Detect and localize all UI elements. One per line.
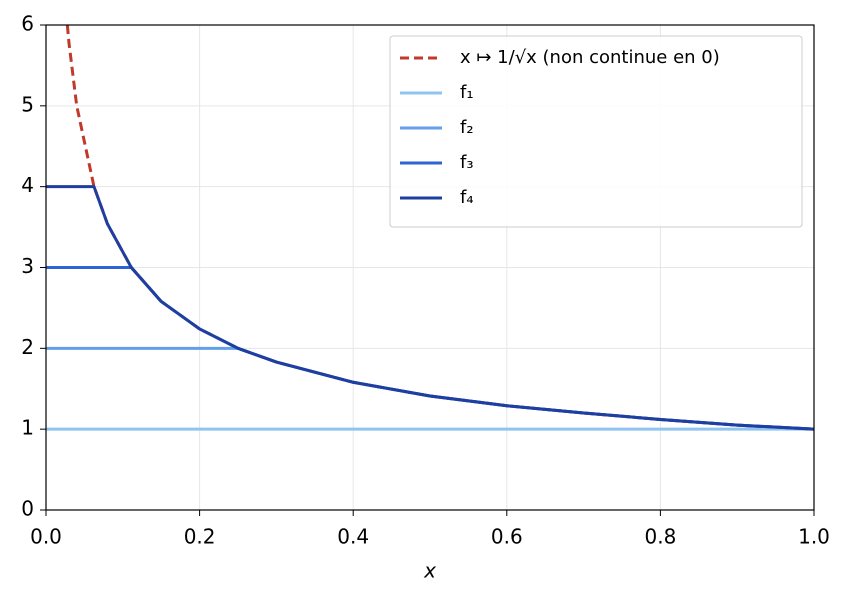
x-axis-label: x [423,559,436,583]
y-tick-label: 0 [21,497,34,521]
x-tick-label: 0.2 [184,525,216,549]
legend-label: f₂ [460,117,474,138]
x-tick-label: 0.6 [491,525,523,549]
y-tick-label: 4 [21,173,34,197]
legend-box [389,35,803,228]
plot-frame [45,24,815,511]
legend-label: f₄ [460,187,474,208]
y-tick-label: 5 [21,92,34,116]
legend-label: f₁ [460,82,474,103]
series-line [46,185,815,431]
x-tick-label: 0.4 [337,525,369,549]
x-tick-label: 1.0 [798,525,830,549]
legend-label: f₃ [460,152,474,173]
x-tick-label: 0.8 [644,525,676,549]
y-tick-label: 1 [21,416,34,440]
y-tick-label: 3 [21,254,34,278]
x-tick-label: 0.0 [30,525,62,549]
series-line [46,346,815,431]
y-tick-label: 2 [21,335,34,359]
y-tick-label: 6 [21,12,34,36]
legend-label: x ↦ 1/√x (non continue en 0) [460,47,720,68]
